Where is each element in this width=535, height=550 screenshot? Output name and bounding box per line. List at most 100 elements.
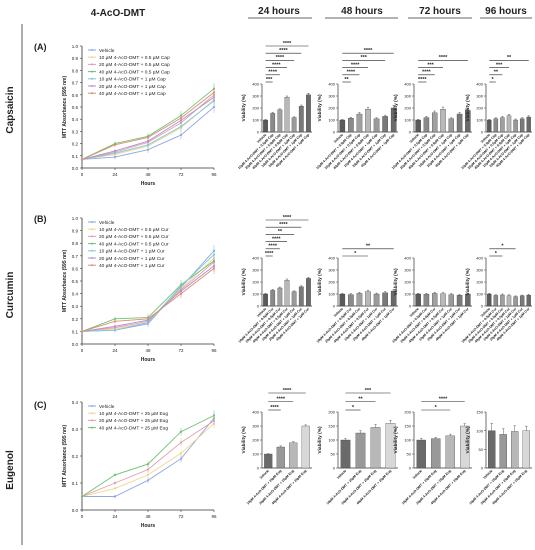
legend-marker — [91, 264, 93, 267]
bar — [519, 295, 525, 307]
bar-y-tick-label: 0 — [409, 466, 412, 471]
bar-y-axis-label: Viability (%) — [465, 268, 471, 296]
bar-y-tick-label: 300 — [252, 94, 259, 99]
y-axis-label: MTT Absorbance (595 nm) — [62, 76, 68, 139]
time-header-48: 48 hours — [341, 6, 383, 17]
sig-label: *** — [361, 55, 368, 61]
bar — [423, 117, 430, 133]
data-point — [113, 149, 117, 153]
bar-y-tick-label: 0 — [481, 304, 484, 309]
bar-category-label: Vehicle — [333, 307, 344, 318]
bar — [370, 427, 381, 469]
bar-y-tick-label: 0 — [481, 466, 484, 471]
bar — [277, 109, 283, 133]
sig-label: *** — [365, 388, 372, 394]
bar-y-tick-label: 150 — [328, 424, 335, 429]
bar-y-tick-label: 50 — [479, 447, 484, 452]
line-chart-B-line: 0.0 0.1 0.2 0.3 0.4 0.5 0.6 0.7 0.8 0.9 1.0 0 24 48 72… — [62, 216, 217, 363]
bar — [431, 293, 438, 307]
bar — [306, 94, 311, 133]
line-chart-C-line: 0.0 0.1 0.2 0.3 0.4 0 24 48 72 96 Hours MTT Absorba… — [62, 400, 217, 529]
sig-label: **** — [272, 236, 281, 242]
bar — [493, 295, 499, 307]
y-tick-label: 0.6 — [72, 266, 79, 271]
sig-label: * — [354, 251, 357, 257]
sig-label: **** — [268, 244, 277, 250]
bar-y-tick-label: 400 — [252, 82, 259, 87]
bar — [365, 109, 371, 133]
bar-category-label: Vehicle — [256, 133, 267, 144]
series-line — [81, 420, 215, 497]
legend-marker — [91, 49, 93, 51]
y-tick-label: 0.4 — [72, 117, 79, 122]
legend-marker — [91, 412, 93, 415]
data-point — [113, 143, 117, 146]
bar-y-tick-label: 200 — [328, 280, 335, 285]
bar-y-tick-label: 400 — [476, 82, 483, 87]
bar-category-label: Vehicle — [482, 469, 493, 480]
bar — [263, 119, 268, 133]
bar — [382, 292, 388, 307]
bar — [270, 113, 276, 133]
sig-label: * — [492, 77, 495, 83]
legend-label: 40 µM 4-AcO-DMT + 0.5 µM Cur — [99, 241, 169, 247]
legend-marker — [91, 242, 93, 245]
bar-y-tick-label: 400 — [252, 410, 259, 415]
data-point — [179, 292, 183, 295]
legend-marker — [91, 77, 93, 80]
sig-label: ** — [366, 244, 371, 250]
bar-category-label: Vehicle — [333, 133, 344, 144]
y-tick-label: 0.0 — [72, 508, 79, 513]
bar — [488, 430, 496, 469]
bar-y-axis-label: Viability (%) — [317, 426, 323, 454]
bar-y-tick-label: 100 — [404, 438, 411, 443]
bar-y-tick-label: 0 — [257, 304, 260, 309]
x-tick-label: 96 — [211, 348, 217, 353]
sig-label: **** — [279, 222, 288, 228]
bar — [526, 295, 531, 307]
sig-label: * — [435, 405, 438, 411]
y-tick-label: 1.0 — [72, 216, 79, 221]
y-tick-label: 0.6 — [72, 93, 79, 98]
y-tick-label: 0.7 — [72, 81, 79, 86]
bar-y-axis-label: Viability (%) — [241, 426, 247, 454]
x-tick-label: 24 — [112, 514, 118, 519]
legend-label: 20 µM 4-AcO-DMT + 0.5 µM Cap — [99, 62, 170, 68]
bar — [499, 434, 507, 469]
x-axis-label: Hours — [141, 181, 156, 187]
data-point — [113, 473, 117, 476]
sig-label: **** — [265, 251, 274, 257]
x-tick-label: 24 — [112, 172, 118, 177]
legend-marker — [91, 228, 93, 231]
bar-y-axis-label: Viability (%) — [465, 94, 471, 122]
bar — [356, 293, 363, 307]
legend-marker — [91, 235, 93, 238]
sig-label: **** — [439, 396, 448, 402]
bar-y-tick-label: 400 — [404, 82, 411, 87]
bar — [493, 118, 499, 133]
data-point — [113, 317, 117, 320]
x-tick-label: 0 — [81, 514, 84, 519]
data-point — [113, 481, 117, 485]
sig-label: **** — [418, 77, 427, 83]
legend-label: Vehicle — [99, 220, 115, 226]
bar-category-label: Vehicle — [409, 307, 420, 318]
bar-y-tick-label: 100 — [476, 428, 483, 433]
bar — [440, 293, 446, 307]
bar-y-axis-label: Viability (%) — [241, 268, 247, 296]
data-point — [113, 152, 117, 155]
y-tick-label: 0.8 — [72, 241, 79, 246]
bar-y-tick-label: 200 — [476, 106, 483, 111]
y-tick-label: 0.9 — [72, 56, 79, 61]
legend-label: 40 µM 4-AcO-DMT + 25 µM Eug — [99, 425, 168, 431]
bar — [339, 293, 346, 307]
sig-label: ** — [494, 70, 499, 76]
bar-y-tick-label: 100 — [328, 118, 335, 123]
y-tick-label: 0.3 — [72, 129, 79, 134]
